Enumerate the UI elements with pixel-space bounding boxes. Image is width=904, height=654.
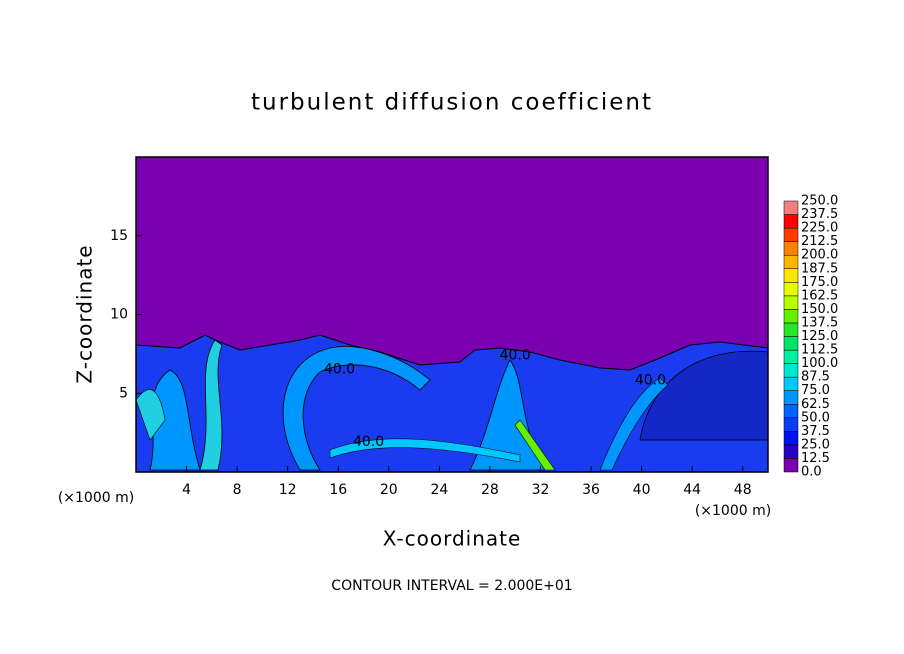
x-unit-label: (×1000 m) bbox=[58, 490, 134, 506]
colorbar-label: 75.0 bbox=[801, 383, 830, 398]
colorbar-segment bbox=[783, 227, 799, 242]
x-tick-label: 48 bbox=[734, 482, 752, 498]
x-tick-label: 8 bbox=[233, 482, 242, 498]
colorbar-label: 250.0 bbox=[801, 194, 838, 209]
colorbar-label: 0.0 bbox=[801, 465, 822, 480]
x-tick-label: 16 bbox=[329, 482, 347, 498]
chart-title: turbulent diffusion coefficient bbox=[251, 90, 653, 116]
colorbar-segment bbox=[783, 404, 799, 419]
colorbar-label: 200.0 bbox=[801, 248, 838, 263]
colorbar-label: 150.0 bbox=[801, 302, 838, 317]
colorbar-segment bbox=[783, 254, 799, 269]
x-tick-label: 24 bbox=[430, 482, 448, 498]
colorbar-label: 237.5 bbox=[801, 207, 838, 222]
field-region bbox=[329, 438, 521, 463]
contour-label: 40.0 bbox=[353, 434, 384, 450]
x-axis-title: X-coordinate bbox=[383, 527, 522, 551]
colorbar-segment bbox=[783, 322, 799, 337]
contour-label: 40.0 bbox=[324, 362, 355, 378]
field bbox=[135, 334, 769, 473]
colorbar-label: 25.0 bbox=[801, 437, 830, 452]
x-tick-label: 28 bbox=[481, 482, 499, 498]
x-tick-label: 40 bbox=[633, 482, 651, 498]
colorbar-label: 112.5 bbox=[801, 343, 838, 358]
x-tick-label: 4 bbox=[182, 482, 191, 498]
colorbar-label: 137.5 bbox=[801, 315, 838, 330]
colorbar-segment bbox=[783, 200, 799, 215]
y-tick-label: 10 bbox=[110, 307, 128, 323]
colorbar-segment bbox=[783, 282, 799, 297]
colorbar-segment bbox=[783, 363, 799, 378]
colorbar-label: 62.5 bbox=[801, 397, 830, 412]
x-tick-label: 36 bbox=[582, 482, 600, 498]
colorbar-label: 187.5 bbox=[801, 261, 838, 276]
colorbar-label: 37.5 bbox=[801, 424, 830, 439]
footnote: CONTOUR INTERVAL = 2.000E+01 bbox=[331, 578, 572, 594]
colorbar-label: 12.5 bbox=[801, 451, 830, 466]
contour-label: 40.0 bbox=[500, 347, 531, 363]
field-region bbox=[282, 346, 431, 471]
colorbar-segment bbox=[783, 431, 799, 446]
colorbar-label: 50.0 bbox=[801, 410, 830, 425]
colorbar-segment bbox=[783, 295, 799, 310]
colorbar-segment bbox=[783, 349, 799, 364]
x-unit-label: (×1000 m) bbox=[695, 503, 771, 519]
field-region bbox=[599, 377, 669, 471]
colorbar-label: 212.5 bbox=[801, 234, 838, 249]
y-tick-label: 5 bbox=[119, 385, 128, 401]
colorbar-segment bbox=[783, 444, 799, 459]
colorbar-label: 100.0 bbox=[801, 356, 838, 371]
colorbar-segment bbox=[783, 336, 799, 351]
colorbar-label: 87.5 bbox=[801, 370, 830, 385]
colorbar-segment bbox=[783, 458, 799, 473]
field-region bbox=[135, 389, 166, 441]
colorbar-segment bbox=[783, 417, 799, 432]
colorbar-label: 225.0 bbox=[801, 221, 838, 236]
colorbar-segment bbox=[783, 268, 799, 283]
x-tick-label: 12 bbox=[279, 482, 297, 498]
field-region bbox=[199, 339, 223, 471]
colorbar-label: 125.0 bbox=[801, 329, 838, 344]
x-tick-label: 44 bbox=[683, 482, 701, 498]
y-tick-label: 15 bbox=[110, 228, 128, 244]
colorbar-segment bbox=[783, 241, 799, 256]
x-tick-label: 32 bbox=[532, 482, 550, 498]
colorbar-segment bbox=[783, 390, 799, 405]
colorbar-label: 175.0 bbox=[801, 275, 838, 290]
contour-label: 40.0 bbox=[635, 373, 666, 389]
x-tick-label: 20 bbox=[380, 482, 398, 498]
colorbar-label: 162.5 bbox=[801, 288, 838, 303]
y-axis-title: Z-coordinate bbox=[73, 244, 97, 383]
colorbar-segment bbox=[783, 376, 799, 391]
colorbar-segment bbox=[783, 214, 799, 229]
field-region bbox=[514, 419, 556, 471]
colorbar-segment bbox=[783, 309, 799, 324]
